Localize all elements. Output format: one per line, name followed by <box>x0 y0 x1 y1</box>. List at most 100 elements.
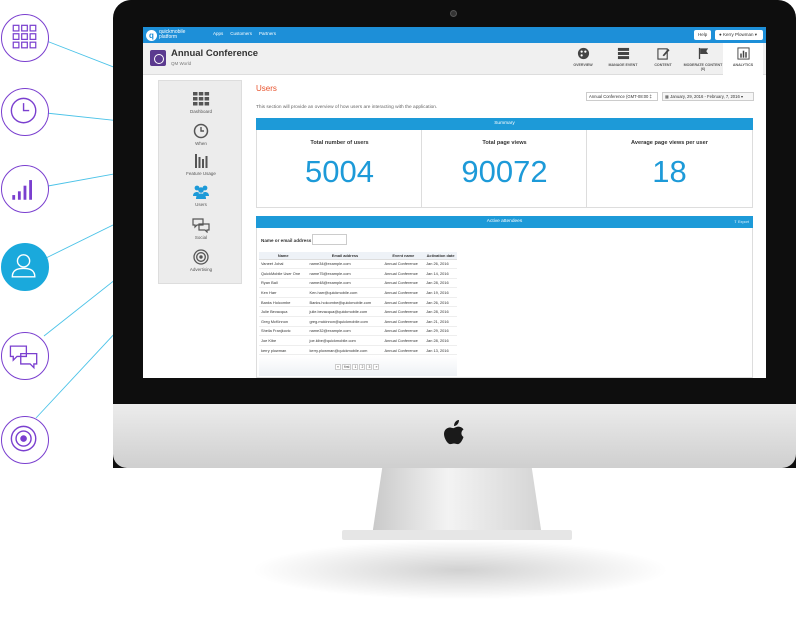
table-cell: name34@example.com <box>307 259 383 270</box>
column-header[interactable]: Name <box>259 252 308 260</box>
feature-circle-social <box>1 332 49 380</box>
table-cell: Jan 28, 2016 <box>424 306 457 318</box>
page-button[interactable]: 1 <box>352 364 359 370</box>
stat-label: Total page views <box>482 140 527 146</box>
page-button[interactable]: first <box>342 364 352 370</box>
date-range-picker[interactable]: ▦ January, 29, 2016 - February, 7, 2016 … <box>662 92 754 101</box>
tab-moderate-content[interactable]: MODERATE CONTENT (6) <box>683 43 723 75</box>
table-cell: Jan 26, 2016 <box>424 297 457 308</box>
export-link[interactable]: ⇪ Export <box>733 220 749 224</box>
sidebar-item-label: Feature Usage <box>186 171 216 176</box>
table-row[interactable]: Julie Bevacqua julie.bevacqua@quickmobile… <box>259 306 457 318</box>
page-button[interactable]: 2 <box>359 364 366 370</box>
sidebar-item-advertising[interactable]: Advertising <box>159 247 243 277</box>
table-cell: Jan 21, 2016 <box>424 316 457 327</box>
page-button[interactable]: 3 <box>366 364 373 370</box>
tab-overview[interactable]: OVERVIEW <box>563 43 603 75</box>
table-row[interactable]: Sheila Franjkovic name32@example.com Annua… <box>259 326 457 337</box>
table-cell: Jan 28, 2016 <box>424 335 457 346</box>
tab-content[interactable]: CONTENT <box>643 43 683 75</box>
table-cell: kerry.plowman@quickmobile.com <box>307 345 383 356</box>
caret-down-icon: ▾ <box>753 32 757 37</box>
table-cell: julie.bevacqua@quickmobile.com <box>307 306 383 318</box>
table-row[interactable]: Ken Harr Ken.harr@quickmobile.com Annual C… <box>259 287 457 298</box>
target-icon <box>193 249 209 265</box>
sidebar-item-when[interactable]: When <box>159 121 243 151</box>
attendees-table: Name Email address Event name Activation… <box>259 252 457 356</box>
table-header-row: Name Email address Event name Activation… <box>259 252 457 260</box>
column-header[interactable]: Activation date <box>424 252 457 260</box>
tab-label: MODERATE CONTENT (6) <box>683 63 723 71</box>
table-row[interactable]: Joe Kibe joe.kibe@quickmobile.com Annual C… <box>259 335 457 346</box>
name-email-search-input[interactable] <box>312 234 347 245</box>
page-button[interactable]: « <box>335 364 341 370</box>
table-cell: name32@example.com <box>307 326 383 337</box>
table-cell: greg.mckinnon@quickmobile.com <box>307 316 383 327</box>
bar-chart-icon <box>195 154 208 168</box>
apple-logo-icon <box>444 420 464 445</box>
stat-label: Total number of users <box>310 140 369 146</box>
clock-icon <box>193 123 209 139</box>
sidebar-item-users[interactable]: Users <box>159 182 243 212</box>
sidebar-item-feature-usage[interactable]: Feature Usage <box>159 151 243 181</box>
table-row[interactable]: kerry plowman kerry.plowman@quickmobile.c… <box>259 345 457 356</box>
table-cell: Ryan Ball <box>259 278 308 289</box>
table-row[interactable]: Vaneet Johal name34@example.com Annual Con… <box>259 259 457 270</box>
table-cell: Annual Conference <box>382 306 425 318</box>
bar-chart-icon <box>12 180 32 200</box>
stat-value: 5004 <box>305 154 374 189</box>
nav-partners[interactable]: Partners <box>259 31 277 36</box>
column-header[interactable]: Event name <box>382 252 425 260</box>
table-cell: Jan 13, 2016 <box>424 345 457 356</box>
feature-circle-when <box>1 88 49 136</box>
tab-analytics[interactable]: ANALYTICS <box>723 43 763 75</box>
event-subtitle: QM World <box>171 61 192 66</box>
table-cell: Jan 14, 2016 <box>424 268 457 279</box>
table-cell: name75@example.com <box>307 268 383 279</box>
imac-stand-foot <box>342 530 572 540</box>
flag-icon <box>698 47 709 60</box>
event-header: Annual Conference QM World OVERVIEW MANA… <box>143 43 766 75</box>
table-cell: Sheila Franjkovic <box>259 326 308 337</box>
stat-value: 18 <box>652 154 687 189</box>
top-nav: Apps Customers Partners <box>213 31 276 36</box>
pagination: «first 1 2 3» <box>335 364 380 370</box>
chat-bubbles-icon <box>192 218 210 233</box>
table-cell: Annual Conference <box>382 316 425 327</box>
sidebar-item-dashboard[interactable]: Dashboard <box>159 89 243 119</box>
sidebar-item-label: Users <box>195 202 207 207</box>
sidebar-item-label: Dashboard <box>189 109 212 114</box>
tab-manage-event[interactable]: MANAGE EVENT <box>603 43 643 75</box>
table-cell: Annual Conference <box>382 287 425 298</box>
clock-icon <box>10 97 37 124</box>
table-cell: Annual Conference <box>382 278 425 289</box>
nav-apps[interactable]: Apps <box>213 31 224 36</box>
table-cell: Greg McKinnon <box>259 316 308 327</box>
tab-label: OVERVIEW <box>573 63 593 67</box>
app-logo[interactable]: q quickmobile platform <box>146 29 193 41</box>
summary-heading: Summary <box>256 118 753 130</box>
stat-average-page-views: Average page views per user 18 <box>587 130 752 208</box>
table-cell: Ken.harr@quickmobile.com <box>307 287 383 298</box>
sidebar-item-social[interactable]: Social <box>159 215 243 245</box>
table-cell: Annual Conference <box>382 297 425 308</box>
table-row[interactable]: QuickMobile User One name75@example.com An… <box>259 268 457 279</box>
column-header[interactable]: Email address <box>307 252 383 260</box>
feature-circle-dashboard <box>1 14 49 62</box>
table-row[interactable]: Greg McKinnon greg.mckinnon@quickmobile.c… <box>259 316 457 327</box>
nav-customers[interactable]: Customers <box>230 31 253 36</box>
page-button[interactable]: » <box>373 364 380 370</box>
user-menu-button[interactable]: ● Kerry Plowman ▾ <box>715 30 763 40</box>
desk-shadow <box>250 540 670 600</box>
event-logo-icon <box>150 50 166 66</box>
table-cell: Joe Kibe <box>259 335 308 346</box>
timezone-select[interactable]: Annual Conference (GMT-08:00 ‡ <box>586 92 658 101</box>
grid-icon <box>12 24 37 49</box>
table-row[interactable]: Banks Holcombe Banks.holcombe@quickmobile… <box>259 297 457 308</box>
feature-circle-feature-usage <box>1 165 49 213</box>
help-button[interactable]: Help <box>694 30 712 40</box>
sidebar-item-label: Advertising <box>189 267 213 272</box>
page-title: Users <box>256 84 277 93</box>
table-row[interactable]: Ryan Ball name48@example.com Annual Confer… <box>259 278 457 289</box>
active-attendees-heading: Active attendees ⇪ Export <box>256 216 753 228</box>
